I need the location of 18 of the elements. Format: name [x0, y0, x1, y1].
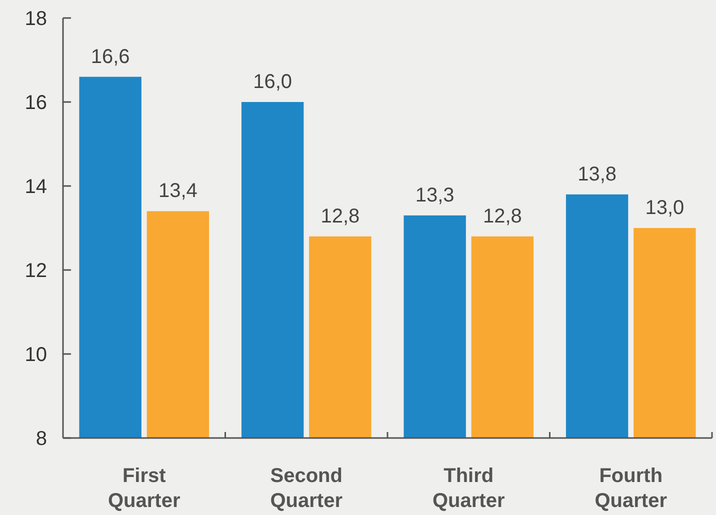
- data-label: 12,8: [320, 205, 360, 228]
- data-label: 13,0: [645, 197, 684, 219]
- data-label: 13,4: [158, 180, 198, 202]
- data-label: 13,3: [415, 184, 454, 206]
- x-tick-label: Third Quarter: [432, 465, 505, 512]
- data-label: 13,8: [578, 163, 617, 186]
- data-label: 16,0: [253, 71, 292, 93]
- data-label: 12,8: [482, 205, 522, 228]
- y-tick-label: 16: [24, 92, 47, 114]
- y-tick-label: 10: [24, 344, 47, 366]
- y-tick-label: 12: [24, 260, 47, 282]
- y-tick-label: 14: [24, 176, 47, 198]
- x-tick-label: Fourth Quarter: [594, 465, 668, 512]
- x-tick-label: First Quarter: [108, 465, 180, 512]
- y-tick-label: 8: [36, 428, 47, 450]
- x-tick-label: Second Quarter: [270, 465, 343, 512]
- y-tick-label: 18: [24, 8, 47, 30]
- data-label: 16,6: [90, 46, 130, 68]
